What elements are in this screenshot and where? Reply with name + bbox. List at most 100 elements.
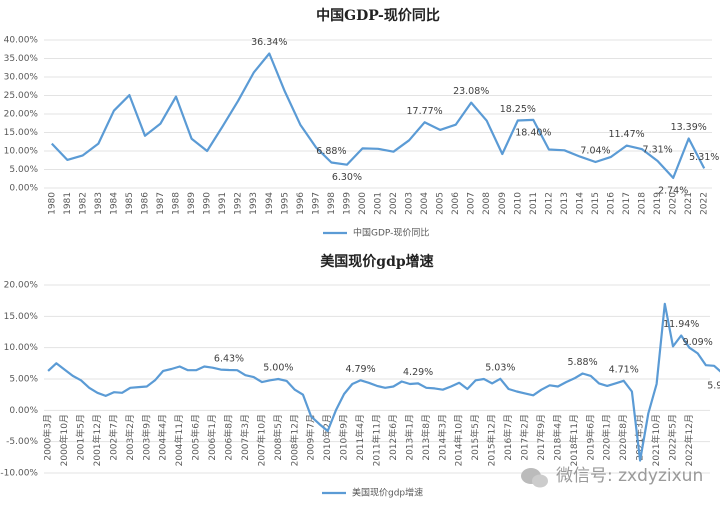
x-tick-label: 1992: [234, 192, 244, 215]
x-tick-label: 2004年11月: [173, 414, 185, 466]
data-label: 23.08%: [453, 86, 489, 97]
chart-title: 美国现价gdp增速: [320, 253, 433, 270]
x-tick-label: 2000: [358, 192, 368, 215]
x-tick-label: 2011年11月: [371, 414, 383, 466]
x-tick-label: 1982: [78, 192, 88, 215]
x-tick-label: 2006年8月: [223, 414, 235, 461]
x-tick-label: 2019年6月: [584, 414, 596, 461]
data-label: 11.47%: [608, 129, 644, 140]
x-tick-label: 1981: [63, 192, 73, 215]
x-tick-label: 1997: [311, 192, 321, 215]
x-tick-label: 2020: [669, 192, 679, 215]
x-tick-label: 2010年9月: [338, 414, 350, 461]
x-tick-label: 1991: [218, 192, 228, 215]
watermark-icon: [521, 468, 548, 488]
data-label: 4.29%: [403, 367, 433, 378]
x-tick-label: 2015: [591, 192, 601, 215]
x-tick-label: 1993: [249, 192, 259, 215]
x-tick-label: 2016: [607, 192, 617, 215]
x-tick-label: 2018: [638, 192, 648, 215]
line-series: [47, 302, 720, 462]
x-tick-label: 2016年7月: [502, 414, 514, 461]
x-tick-label: 2014年10月: [453, 414, 465, 466]
data-label: 17.77%: [406, 106, 442, 117]
x-tick-label: 2013年8月: [420, 414, 432, 461]
legend-label: 美国现价gdp增速: [352, 487, 423, 499]
x-tick-label: 1995: [280, 192, 290, 215]
x-tick-label: 2009年7月: [305, 414, 317, 461]
y-tick-label: 20.00%: [4, 281, 39, 291]
data-label: 5.00%: [263, 363, 293, 374]
x-tick-label: 2013年1月: [403, 414, 415, 461]
data-label: 6.30%: [332, 172, 362, 183]
x-tick-label: 1988: [172, 192, 182, 215]
watermark: 微信号: zxdyzixun: [556, 466, 703, 486]
x-tick-label: 2014年3月: [436, 414, 448, 461]
x-tick-label: 2012: [544, 192, 554, 215]
x-tick-label: 2006年1月: [206, 414, 218, 461]
data-label: 5.03%: [485, 362, 515, 373]
x-tick-label: 2020年8月: [617, 414, 629, 461]
data-label: 11.94%: [663, 319, 699, 330]
x-tick-label: 1985: [125, 192, 135, 215]
y-tick-label: 5.00%: [9, 375, 38, 385]
data-label: 7.31%: [643, 144, 673, 155]
data-label: 18.25%: [500, 104, 536, 115]
y-tick-label: 15.00%: [4, 312, 39, 322]
x-tick-label: 2012年6月: [387, 414, 399, 461]
x-tick-label: 2000年3月: [42, 414, 54, 461]
x-tick-label: 2005年6月: [190, 414, 202, 461]
x-tick-label: 2006: [451, 192, 461, 215]
x-tick-label: 2020年1月: [601, 414, 613, 461]
y-tick-label: -5.00%: [6, 437, 38, 447]
y-tick-label: 20.00%: [4, 110, 39, 120]
x-tick-label: 2007: [467, 192, 477, 215]
data-label: 13.39%: [671, 122, 707, 133]
legend-label: 中国GDP-现价同比: [353, 227, 429, 239]
x-tick-label: 2002: [389, 192, 399, 215]
x-tick-label: 2011年4月: [354, 414, 366, 461]
y-tick-label: 40.00%: [4, 36, 39, 46]
x-tick-label: 2010: [513, 192, 523, 215]
x-tick-label: 2015年5月: [469, 414, 481, 461]
x-tick-label: 2007年10月: [255, 414, 267, 466]
data-label: 4.79%: [345, 364, 375, 375]
x-tick-label: 2018年4月: [551, 414, 563, 461]
x-tick-label: 2021年10月: [650, 414, 662, 466]
x-tick-label: 2004年4月: [157, 414, 169, 461]
data-label: 7.04%: [580, 145, 610, 156]
x-tick-label: 2022年5月: [667, 414, 679, 461]
charts: 中国GDP-现价同比 0.00% 5.00% 10.00% 15.00% 20.00% 25…: [0, 7, 720, 499]
x-tick-label: 2000年10月: [58, 414, 70, 466]
x-tick-label: 1986: [140, 192, 150, 215]
data-label: 6.43%: [214, 354, 244, 365]
x-tick-label: 2022: [700, 192, 710, 215]
chart: 美国现价gdp增速 -10.00% -5.00% 0.00% 5.00% 10.00% 15…: [0, 253, 720, 499]
y-tick-label: 15.00%: [4, 128, 39, 138]
x-tick-label: 2008年12月: [288, 414, 300, 466]
x-tick-label: 1996: [296, 192, 306, 215]
x-tick-label: 2002年7月: [107, 414, 119, 461]
x-tick-label: 2008年5月: [272, 414, 284, 461]
chart: 中国GDP-现价同比 0.00% 5.00% 10.00% 15.00% 20.00% 25…: [4, 7, 720, 239]
x-tick-label: 2019: [653, 192, 663, 215]
x-tick-label: 2021: [684, 192, 694, 215]
data-label: 5.95%: [707, 381, 720, 392]
x-tick-label: 1980: [47, 192, 57, 215]
data-label: 4.71%: [609, 364, 639, 375]
x-tick-label: 2001: [374, 192, 384, 215]
data-label: 5.31%: [689, 152, 719, 163]
x-tick-label: 2001年12月: [91, 414, 103, 466]
y-tick-label: 5.00%: [9, 165, 38, 175]
x-tick-label: 2003年9月: [140, 414, 152, 461]
y-tick-label: 10.00%: [4, 147, 39, 157]
x-tick-label: 1998: [327, 192, 337, 215]
x-tick-label: 2008: [482, 192, 492, 215]
x-tick-label: 1989: [187, 192, 197, 215]
x-tick-label: 1983: [94, 192, 104, 215]
x-tick-label: 1999: [342, 192, 352, 215]
x-tick-label: 1987: [156, 192, 166, 215]
x-tick-label: 2001年5月: [75, 414, 87, 461]
x-tick-label: 2007年3月: [239, 414, 251, 461]
